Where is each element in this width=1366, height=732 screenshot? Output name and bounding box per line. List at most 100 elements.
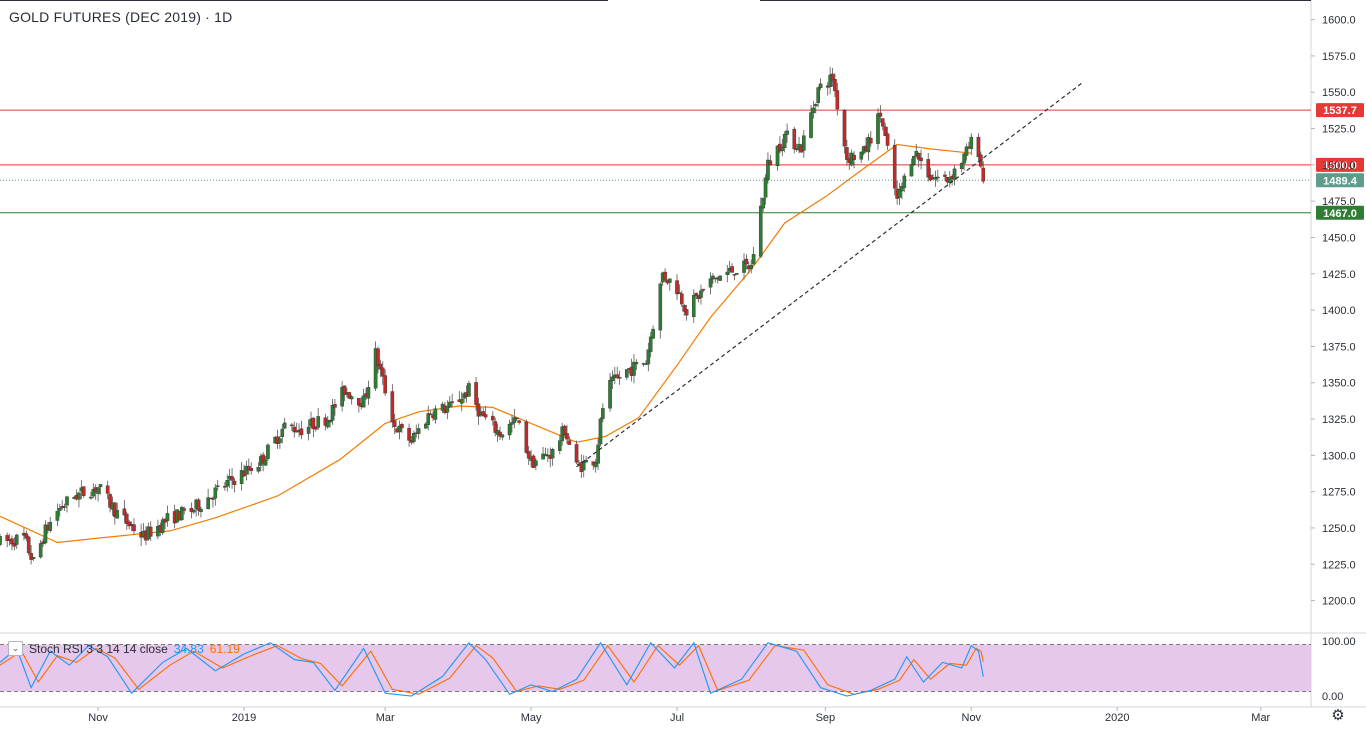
candle[interactable] [191, 509, 196, 515]
candle[interactable] [278, 435, 282, 449]
candle[interactable] [493, 417, 498, 437]
candle[interactable] [357, 398, 361, 413]
candle[interactable] [378, 359, 383, 377]
candle[interactable] [928, 167, 933, 182]
candle[interactable] [802, 130, 806, 158]
candle[interactable] [256, 462, 261, 474]
candlestick-series[interactable] [0, 67, 986, 565]
candle[interactable] [230, 468, 234, 489]
candle[interactable] [534, 458, 538, 471]
candle[interactable] [215, 479, 220, 491]
candle[interactable] [675, 274, 679, 300]
candle[interactable] [12, 537, 17, 551]
candle[interactable] [869, 131, 873, 147]
time-axis[interactable]: Nov 2019 Mar May Jul Sep Nov 2020 Mar [88, 707, 1271, 724]
candle[interactable] [261, 452, 265, 472]
candle[interactable] [567, 436, 572, 445]
candle[interactable] [510, 414, 514, 433]
candle[interactable] [596, 438, 600, 470]
candle[interactable] [792, 126, 797, 154]
candle[interactable] [933, 170, 938, 187]
candle[interactable] [842, 109, 847, 154]
candle[interactable] [180, 505, 184, 521]
candle[interactable] [935, 170, 940, 183]
candle[interactable] [902, 173, 907, 193]
candle[interactable] [26, 535, 31, 556]
candle[interactable] [105, 480, 110, 500]
candle[interactable] [711, 272, 715, 284]
candle[interactable] [196, 497, 201, 516]
candle[interactable] [830, 68, 835, 87]
candle[interactable] [909, 158, 914, 177]
candle[interactable] [282, 417, 287, 430]
candle[interactable] [565, 424, 569, 444]
candle[interactable] [77, 491, 81, 508]
candle[interactable] [845, 139, 849, 166]
candle[interactable] [400, 422, 404, 433]
candle[interactable] [29, 545, 33, 565]
candle[interactable] [206, 488, 210, 510]
candle[interactable] [919, 149, 923, 170]
candle[interactable] [160, 517, 165, 535]
candle[interactable] [900, 182, 904, 200]
gear-icon[interactable]: ⚙ [1331, 707, 1345, 724]
candle[interactable] [598, 417, 603, 447]
candle[interactable] [500, 434, 505, 441]
candle[interactable] [349, 394, 354, 405]
candle[interactable] [663, 268, 667, 283]
candle[interactable] [239, 462, 244, 491]
candle[interactable] [782, 131, 787, 153]
candle[interactable] [333, 398, 337, 416]
candle[interactable] [5, 532, 9, 548]
candle[interactable] [342, 385, 347, 402]
candle[interactable] [316, 408, 320, 430]
candle[interactable] [651, 325, 655, 339]
candle[interactable] [768, 155, 773, 166]
candle[interactable] [325, 415, 330, 429]
candle[interactable] [813, 103, 818, 114]
candle[interactable] [199, 506, 203, 518]
candle[interactable] [758, 197, 763, 259]
candle[interactable] [742, 253, 746, 280]
candle[interactable] [780, 138, 785, 157]
candle[interactable] [397, 420, 402, 440]
candle[interactable] [476, 397, 481, 425]
candle[interactable] [108, 492, 112, 513]
candle[interactable] [593, 459, 598, 473]
candle[interactable] [182, 506, 187, 515]
candle[interactable] [376, 346, 380, 374]
support-trendline[interactable] [576, 83, 1082, 468]
candle[interactable] [550, 447, 555, 466]
candle[interactable] [730, 263, 734, 273]
candle[interactable] [491, 411, 495, 426]
candle[interactable] [483, 405, 488, 420]
candle[interactable] [290, 422, 294, 431]
candle[interactable] [433, 405, 438, 424]
candle[interactable] [943, 170, 947, 181]
candle[interactable] [38, 539, 43, 559]
candle[interactable] [883, 122, 887, 136]
candle[interactable] [916, 152, 921, 168]
candle[interactable] [330, 398, 335, 425]
candle[interactable] [292, 421, 297, 438]
collapse-pane-button[interactable]: ⌄ [8, 641, 23, 656]
candle[interactable] [124, 511, 129, 530]
candle[interactable] [701, 288, 706, 293]
candle[interactable] [680, 290, 684, 307]
candle[interactable] [115, 502, 120, 519]
candle[interactable] [833, 73, 837, 98]
candle[interactable] [744, 254, 749, 270]
candle[interactable] [785, 123, 789, 143]
candle[interactable] [247, 458, 251, 475]
candle[interactable] [10, 535, 14, 551]
candle[interactable] [646, 342, 651, 372]
candle[interactable] [98, 484, 103, 495]
candle[interactable] [507, 419, 512, 440]
candle[interactable] [447, 396, 452, 408]
candle[interactable] [65, 495, 69, 513]
candle[interactable] [926, 152, 931, 182]
candle[interactable] [541, 447, 545, 460]
candle[interactable] [249, 462, 253, 475]
candle[interactable] [223, 481, 227, 491]
